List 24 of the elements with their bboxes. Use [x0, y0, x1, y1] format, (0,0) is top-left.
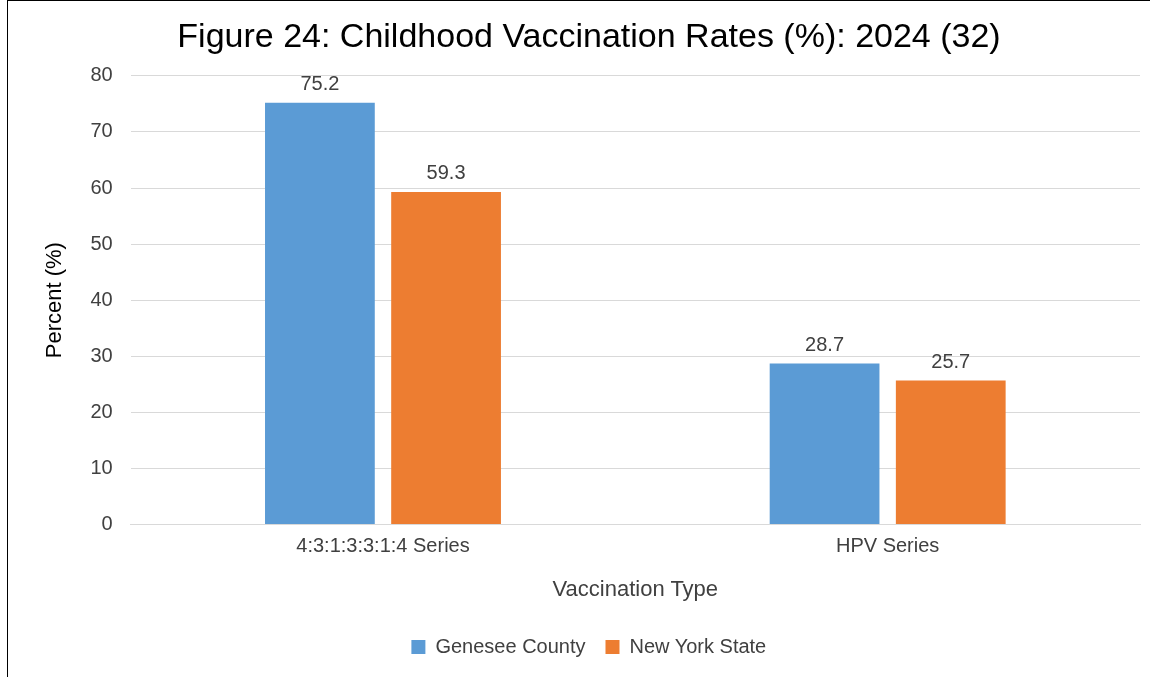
y-tick-label: 70 — [90, 119, 113, 142]
bar — [769, 363, 880, 525]
y-tick-label: 60 — [90, 175, 113, 198]
x-tick-label: HPV Series — [835, 534, 940, 557]
x-axis-title: Vaccination Type — [552, 575, 719, 601]
bar — [391, 191, 501, 525]
data-label: 59.3 — [426, 161, 466, 184]
y-axis-title: Percent (%) — [41, 242, 67, 359]
bar — [895, 380, 1006, 525]
bar — [265, 102, 375, 525]
y-tick-label: 40 — [90, 287, 113, 310]
y-tick-label: 30 — [90, 343, 113, 366]
y-tick-label: 50 — [90, 231, 113, 254]
legend-label: Genesee County — [435, 634, 586, 657]
data-label: 25.7 — [931, 349, 971, 372]
legend-label: New York State — [629, 634, 767, 657]
y-tick-label: 10 — [90, 456, 113, 479]
y-tick-label: 80 — [90, 63, 113, 86]
data-label: 75.2 — [300, 72, 340, 95]
y-tick-label: 0 — [101, 512, 113, 535]
x-tick-label: 4:3:1:3:3:1:4 Series — [296, 534, 470, 557]
chart-title: Figure 24: Childhood Vaccination Rates (%): 2024 (32) — [177, 15, 1001, 54]
data-label: 28.7 — [805, 333, 845, 356]
y-tick-label: 20 — [90, 399, 113, 422]
